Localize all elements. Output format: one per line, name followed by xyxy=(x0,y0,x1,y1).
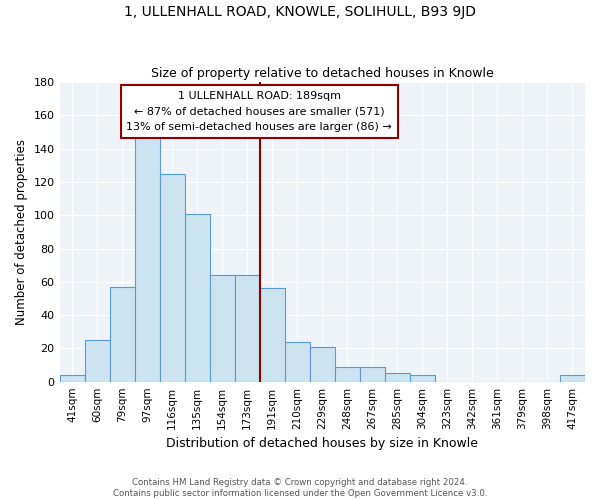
Bar xyxy=(410,375,435,382)
Bar xyxy=(360,366,385,382)
Bar xyxy=(285,342,310,382)
Bar xyxy=(209,275,235,382)
Bar xyxy=(260,288,285,382)
Y-axis label: Number of detached properties: Number of detached properties xyxy=(15,139,28,325)
Bar xyxy=(185,214,209,382)
Text: 1 ULLENHALL ROAD: 189sqm
← 87% of detached houses are smaller (571)
13% of semi-: 1 ULLENHALL ROAD: 189sqm ← 87% of detach… xyxy=(127,91,392,132)
Bar xyxy=(160,174,185,382)
Text: 1, ULLENHALL ROAD, KNOWLE, SOLIHULL, B93 9JD: 1, ULLENHALL ROAD, KNOWLE, SOLIHULL, B93… xyxy=(124,5,476,19)
Bar xyxy=(134,134,160,382)
Bar xyxy=(110,287,134,382)
Title: Size of property relative to detached houses in Knowle: Size of property relative to detached ho… xyxy=(151,66,494,80)
Bar xyxy=(560,375,585,382)
Bar xyxy=(59,375,85,382)
Bar xyxy=(235,275,260,382)
Bar xyxy=(85,340,110,382)
Bar xyxy=(335,366,360,382)
Text: Contains HM Land Registry data © Crown copyright and database right 2024.
Contai: Contains HM Land Registry data © Crown c… xyxy=(113,478,487,498)
X-axis label: Distribution of detached houses by size in Knowle: Distribution of detached houses by size … xyxy=(166,437,478,450)
Bar xyxy=(385,374,410,382)
Bar xyxy=(310,346,335,382)
